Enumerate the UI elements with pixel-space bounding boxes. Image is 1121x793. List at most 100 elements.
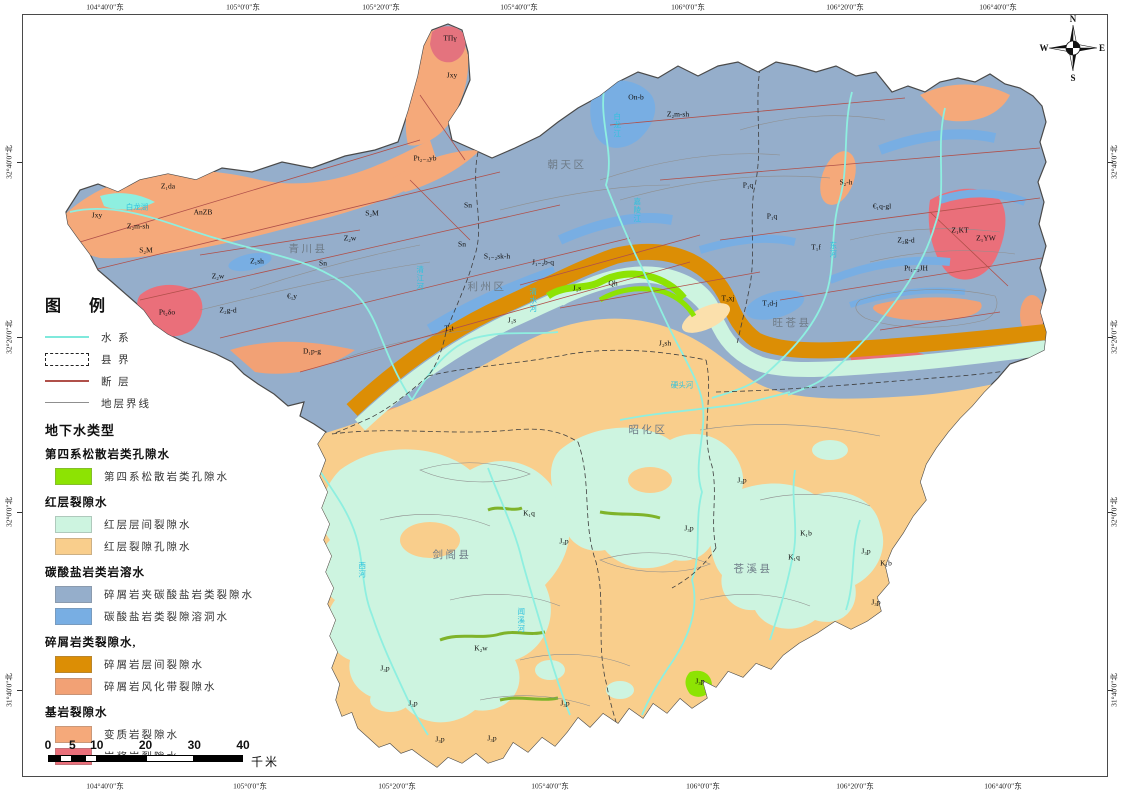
scale-tick-label: 20 — [138, 738, 153, 752]
legend-color-swatch — [55, 515, 92, 533]
latitude-tick-right — [1108, 337, 1113, 338]
map-unit-label: J₃p — [737, 475, 747, 485]
latitude-label-left: 32°20'0"北 — [4, 320, 14, 354]
scale-bar-segment — [72, 755, 85, 762]
legend-color-swatch — [55, 607, 92, 625]
latitude-tick-left — [17, 337, 22, 338]
compass-w-label: W — [1040, 43, 1049, 53]
map-unit-label: D₁p-g — [302, 346, 322, 356]
latitude-tick-right — [1108, 690, 1113, 691]
river-name-label: 东河 — [828, 241, 838, 259]
map-unit-label: T₁f — [811, 242, 821, 252]
map-unit-label: S₂-h — [839, 177, 853, 187]
map-unit-label: K₁q — [523, 508, 535, 518]
map-unit-label: ΤΠγ — [443, 33, 457, 43]
map-unit-label: €₁q-gl — [872, 201, 892, 211]
compass-s-label: S — [1070, 73, 1075, 83]
legend-line-item-label: 水 系 — [101, 332, 131, 344]
map-unit-label: J₃p — [380, 663, 390, 673]
map-unit-label: K₁b — [800, 528, 812, 538]
map-unit-label: Sn — [458, 239, 466, 249]
map-unit-label: P₁q — [742, 180, 754, 190]
legend-group-header: 第四系松散岩类孔隙水 — [45, 449, 170, 461]
legend-color-swatch — [55, 585, 92, 603]
map-unit-label: T₁d-j — [762, 298, 778, 308]
map-unit-label: S₂M — [365, 208, 379, 218]
river-name-label: 白龙湖 — [125, 202, 149, 212]
river-name-label: 硬头河 — [670, 380, 694, 390]
county-name-label: 旺苍县 — [772, 317, 812, 329]
legend-group-header: 碳酸盐岩类岩溶水 — [45, 567, 145, 579]
stratum-symbol-icon — [45, 396, 89, 410]
legend-item: 碎屑岩风化带裂隙水 — [55, 675, 310, 697]
longitude-label-bottom: 105°20'0"东 — [378, 781, 416, 791]
legend-line-items: 水 系县 界断 层地层界线 — [45, 326, 310, 414]
legend-line-item-label: 地层界线 — [101, 398, 151, 410]
legend-item: 红层层间裂隙水 — [55, 513, 310, 535]
legend-item: 碎屑岩夹碳酸盐岩类裂隙水 — [55, 583, 310, 605]
map-unit-label: Jxy — [91, 210, 103, 220]
longitude-label-bottom: 104°40'0"东 — [86, 781, 124, 791]
map-unit-label: Pt₂δo — [158, 307, 176, 317]
scale-tick-label: 0 — [44, 738, 52, 752]
legend-groups: 第四系松散岩类孔隙水 第四系松散岩类孔隙水 红层裂隙水 红层层间裂隙水 红层裂隙孔隙水碳… — [45, 446, 310, 767]
longitude-label-bottom: 106°20'0"东 — [836, 781, 874, 791]
map-unit-label: Pt₂₋₃yb — [413, 153, 437, 163]
map-unit-label: K₂w — [474, 643, 488, 653]
longitude-label-bottom: 105°0'0"东 — [233, 781, 267, 791]
stratum-line — [45, 402, 89, 403]
river-name-label: 嘉陵江 — [632, 197, 642, 223]
compass-rose: N E S W — [1040, 14, 1106, 83]
legend-item-label: 碎屑岩夹碳酸盐岩类裂隙水 — [104, 589, 254, 601]
legend-group-header: 红层裂隙水 — [45, 497, 108, 509]
map-unit-label: Z₁da — [160, 181, 176, 191]
map-unit-label: J₃p — [871, 597, 881, 607]
legend-color-swatch — [55, 677, 92, 695]
legend-line-item: 地层界线 — [45, 392, 310, 414]
legend-line-item: 县 界 — [45, 348, 310, 370]
river-name-label: 白龙江 — [612, 112, 622, 138]
legend-group-header: 基岩裂隙水 — [45, 707, 108, 719]
longitude-label-bottom: 106°40'0"东 — [984, 781, 1022, 791]
river-line — [45, 336, 89, 338]
legend-item-label: 碎屑岩风化带裂隙水 — [104, 681, 217, 693]
map-unit-label: Jxy — [446, 70, 458, 80]
map-unit-label: J₁s — [507, 315, 517, 325]
map-unit-label: Pt₁₋₂JH — [904, 263, 928, 273]
river-name-label: 西河 — [357, 561, 367, 579]
legend-item-label: 变质岩裂隙水 — [104, 729, 179, 741]
compass-n-label: N — [1070, 14, 1077, 24]
map-unit-label: S₁₋₂sk-h — [483, 251, 511, 261]
longitude-label-top: 104°40'0"东 — [86, 2, 124, 12]
legend-color-swatch — [55, 725, 92, 743]
legend-item: 红层裂隙孔隙水 — [55, 535, 310, 557]
map-unit-label: Z₁YW — [976, 233, 996, 243]
map-unit-label: Z₁KT — [951, 225, 969, 235]
county-name-label: 剑阁县 — [432, 549, 472, 561]
latitude-tick-left — [17, 690, 22, 691]
map-unit-label: J₃p — [560, 698, 570, 708]
map-unit-label: J₁₋₂b-q — [531, 257, 555, 267]
map-unit-label: J₃p — [408, 698, 418, 708]
map-unit-label: J₃p — [435, 734, 445, 744]
longitude-label-bottom: 106°0'0"东 — [686, 781, 720, 791]
latitude-label-left: 32°40'0"北 — [4, 145, 14, 179]
county-name-label: 昭化区 — [628, 424, 668, 436]
legend-item-label: 第四系松散岩类孔隙水 — [104, 471, 229, 483]
county-name-label: 利州区 — [467, 281, 507, 293]
scale-bar-segment — [145, 755, 195, 762]
map-unit-label: S₂M — [139, 245, 153, 255]
scale-bar-segment — [84, 755, 97, 762]
fault-line — [45, 380, 89, 382]
legend-line-item-label: 断 层 — [101, 376, 131, 388]
scale-bar-segment — [60, 755, 73, 762]
latitude-label-left: 31°40'0"北 — [4, 673, 14, 707]
scale-tick-label: 30 — [187, 738, 201, 752]
legend: 图 例 水 系县 界断 层地层界线 地下水类型 第四系松散岩类孔隙水 第四系松散岩… — [45, 292, 310, 767]
county-name-label: 苍溪县 — [733, 563, 773, 575]
river-symbol-icon — [45, 330, 89, 344]
legend-line-item: 水 系 — [45, 326, 310, 348]
legend-item: 第四系松散岩类孔隙水 — [55, 465, 310, 487]
map-unit-label: Z₂m-sh — [666, 109, 690, 119]
